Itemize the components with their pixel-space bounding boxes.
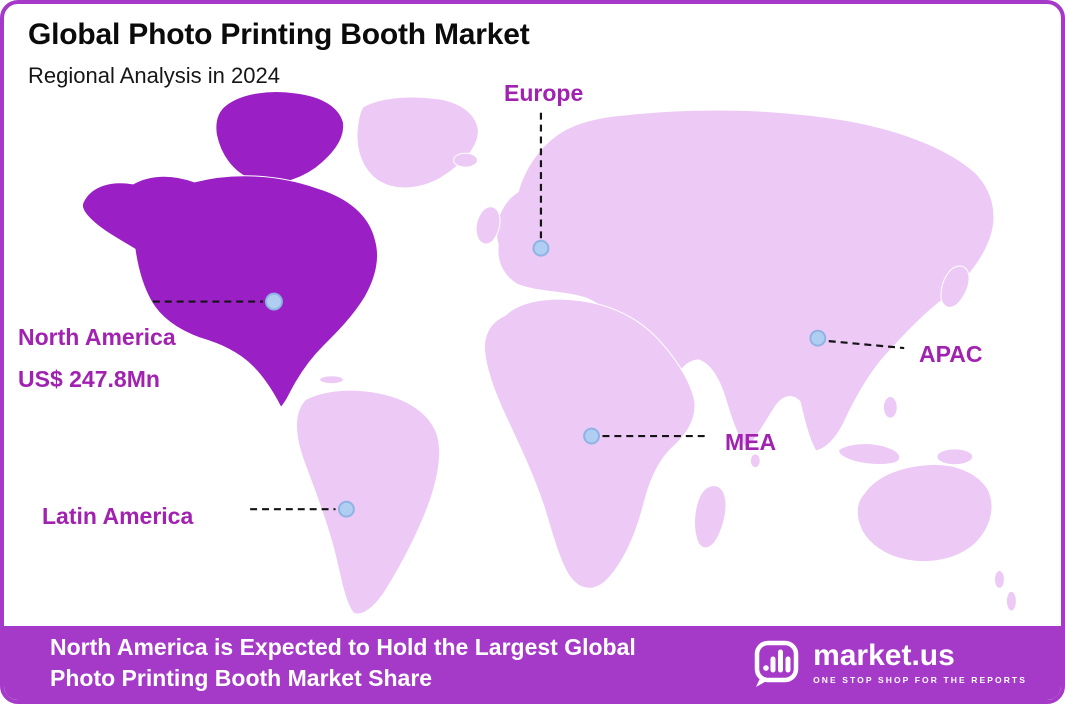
- page-title: Global Photo Printing Booth Market: [28, 18, 530, 51]
- island-sri-lanka: [749, 453, 761, 469]
- footer-banner: North America is Expected to Hold the La…: [4, 626, 1061, 700]
- brand-text: market.us ONE STOP SHOP FOR THE REPORTS: [813, 639, 1027, 686]
- marketus-logo-icon: [754, 640, 799, 687]
- page-subtitle: Regional Analysis in 2024: [28, 63, 280, 88]
- brand-tagline: ONE STOP SHOP FOR THE REPORTS: [813, 675, 1027, 685]
- islands-indonesia: [838, 443, 901, 465]
- footer-caption-line2: Photo Printing Booth Market Share: [50, 665, 433, 691]
- island-arctic: [356, 96, 479, 189]
- marker-apac: [809, 329, 827, 347]
- island-iceland: [453, 152, 478, 168]
- island-uk: [475, 206, 501, 245]
- north-america-label: North America: [18, 324, 176, 350]
- connector-apac: [828, 340, 905, 350]
- callout-mea: MEA: [725, 429, 777, 455]
- marker-latin-america: [337, 500, 355, 518]
- marker-mea: [583, 427, 600, 445]
- island-philippines: [882, 395, 898, 419]
- marker-north-america: [265, 292, 283, 311]
- island-japan: [940, 265, 970, 308]
- callout-latin-america: Latin America: [42, 503, 194, 529]
- islands-caribbean: [319, 375, 344, 385]
- island-madagascar: [694, 485, 727, 549]
- footer-caption-line1: North America is Expected to Hold the La…: [50, 634, 636, 660]
- region-australia: [856, 463, 993, 563]
- brand-name: market.us: [813, 639, 955, 672]
- callout-europe: Europe: [504, 80, 584, 106]
- callout-apac: APAC: [919, 341, 983, 367]
- world-map: [81, 91, 1017, 615]
- callout-north-america: North America US$ 247.8Mn: [18, 324, 176, 393]
- header: Global Photo Printing Booth Market Regio…: [28, 18, 530, 89]
- marker-europe: [532, 239, 550, 257]
- region-greenland: [215, 91, 345, 184]
- brand-lockup: market.us ONE STOP SHOP FOR THE REPORTS: [751, 638, 1027, 688]
- region-south-america: [296, 389, 441, 615]
- island-new-guinea: [936, 448, 974, 466]
- island-new-zealand-south: [1005, 590, 1017, 612]
- footer-caption: North America is Expected to Hold the La…: [50, 632, 636, 694]
- island-new-zealand-north: [994, 569, 1005, 589]
- region-north-america: [81, 175, 379, 409]
- north-america-value: US$ 247.8Mn: [18, 366, 160, 392]
